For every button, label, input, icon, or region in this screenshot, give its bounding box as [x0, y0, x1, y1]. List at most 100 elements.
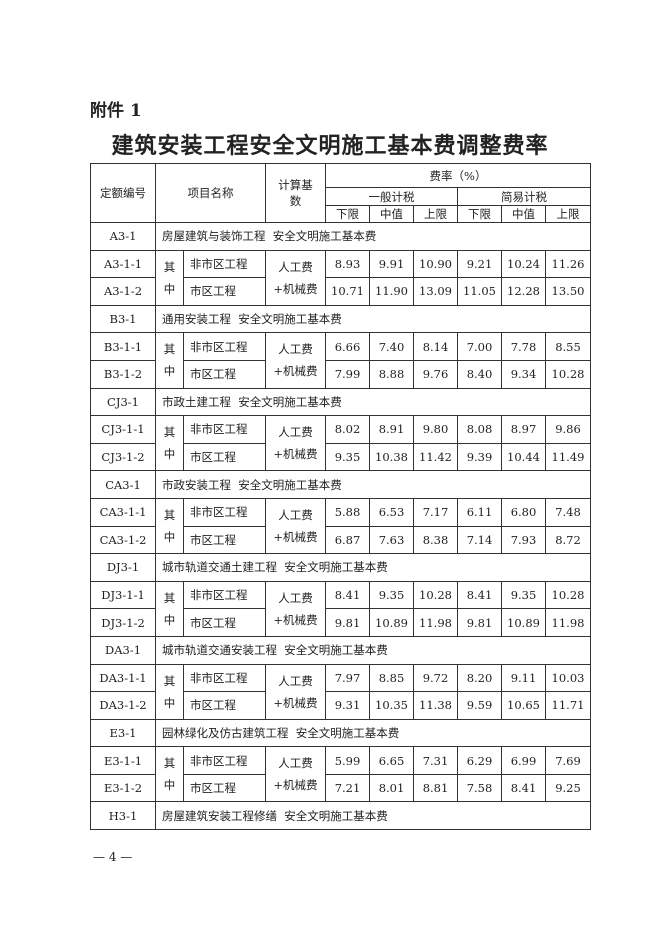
- rate-value: 6.11: [457, 497, 502, 527]
- table-row: DA3-1-2 市区工程 9.31 10.35 11.38 9.59 10.65 11.71: [90, 691, 591, 720]
- row-code: DJ3-1-2: [90, 608, 156, 637]
- calc-base: 人工费+机械费: [265, 497, 326, 555]
- row-name: 市区工程: [183, 277, 266, 306]
- rate-value: 7.58: [457, 773, 502, 803]
- calc-base: 人工费+机械费: [265, 580, 326, 637]
- rate-value: 8.81: [413, 773, 458, 803]
- group-row: H3-1 房屋建筑安装工程修缮 安全文明施工基本费: [90, 801, 591, 831]
- rate-value: 9.31: [325, 691, 370, 720]
- rate-value: 9.80: [413, 415, 458, 444]
- rate-value: 5.99: [325, 746, 370, 775]
- rate-value: 10.38: [369, 442, 414, 472]
- rate-value: 8.41: [325, 580, 370, 610]
- page-number: — 4 —: [93, 850, 133, 864]
- rate-value: 8.97: [501, 415, 546, 444]
- group-code: DJ3-1: [90, 553, 156, 582]
- qizhong-label: 其中: [155, 580, 184, 637]
- rate-value: 11.49: [545, 442, 591, 472]
- row-name: 非市区工程: [183, 580, 266, 610]
- rate-value: 9.91: [369, 249, 414, 279]
- table-row: CA3-1-1 其中 非市区工程 人工费+机械费 5.88 6.53 7.17 6.11 6.8…: [90, 497, 591, 555]
- header-sub-4: 中值: [501, 205, 546, 223]
- rate-value: 6.80: [501, 497, 546, 527]
- row-code: B3-1-2: [90, 359, 156, 389]
- rate-value: 9.11: [501, 663, 546, 693]
- rate-value: 6.99: [501, 746, 546, 775]
- qizhong-label: 其中: [155, 663, 184, 720]
- rate-value: 8.85: [369, 663, 414, 693]
- table-row: B3-1-1 其中 非市区工程 人工费+机械费 6.66 7.40 8.14 7.00 7.78…: [90, 332, 591, 389]
- table-row: DA3-1-1 其中 非市区工程 人工费+机械费 7.97 8.85 9.72 8.20 9.1…: [90, 663, 591, 720]
- row-code: B3-1-1: [90, 332, 156, 361]
- group-name: 房屋建筑与装饰工程 安全文明施工基本费: [155, 222, 591, 251]
- rate-value: 10.03: [545, 663, 591, 693]
- rate-value: 9.81: [457, 608, 502, 637]
- header-general: 一般计税: [325, 187, 458, 206]
- rate-value: 13.50: [545, 277, 591, 306]
- table-row: CJ3-1-1 其中 非市区工程 人工费+机械费 8.02 8.91 9.80 8.08 8.9…: [90, 415, 591, 472]
- calc-base: 人工费+机械费: [265, 332, 326, 389]
- group-code: CJ3-1: [90, 387, 156, 417]
- rate-value: 8.14: [413, 332, 458, 361]
- rate-value: 9.21: [457, 249, 502, 279]
- rate-value: 8.01: [369, 773, 414, 803]
- rate-value: 12.28: [501, 277, 546, 306]
- header-sub-3: 下限: [457, 205, 502, 223]
- rate-value: 7.69: [545, 746, 591, 775]
- header-sub-1: 中值: [369, 205, 414, 223]
- row-name: 市区工程: [183, 691, 266, 720]
- rate-value: 11.42: [413, 442, 458, 472]
- header-code: 定额编号: [90, 163, 156, 223]
- table-row: A3-1-1 其中 非市区工程 人工费+机械费 8.93 9.91 10.90 9.21 10.…: [90, 249, 591, 306]
- rate-value: 13.09: [413, 277, 458, 306]
- group-name: 通用安装工程 安全文明施工基本费: [155, 304, 591, 334]
- row-name: 非市区工程: [183, 249, 266, 279]
- header-sub-5: 上限: [545, 205, 591, 223]
- rate-value: 11.98: [413, 608, 458, 637]
- row-code: DJ3-1-1: [90, 580, 156, 610]
- rate-value: 8.02: [325, 415, 370, 444]
- row-code: A3-1-1: [90, 249, 156, 279]
- rate-table: 定额编号 项目名称 计算基数 费率（%） 一般计税 简易计税 下限 中值 上限 下限中…: [90, 163, 591, 831]
- rate-value: 11.98: [545, 608, 591, 637]
- rate-value: 10.44: [501, 442, 546, 472]
- header-base: 计算基数: [265, 163, 326, 223]
- row-name: 市区工程: [183, 359, 266, 389]
- rate-value: 10.35: [369, 691, 414, 720]
- rate-value: 10.89: [369, 608, 414, 637]
- rate-value: 7.40: [369, 332, 414, 361]
- group-name: 城市轨道交通安装工程 安全文明施工基本费: [155, 635, 591, 665]
- rate-value: 8.55: [545, 332, 591, 361]
- group-code: CA3-1: [90, 470, 156, 499]
- group-row: DJ3-1 城市轨道交通土建工程 安全文明施工基本费: [90, 553, 591, 582]
- rate-value: 8.41: [457, 580, 502, 610]
- table-row: A3-1-2 市区工程 10.71 11.90 13.09 11.05 12.28 13.50: [90, 277, 591, 306]
- rate-value: 7.17: [413, 497, 458, 527]
- rate-value: 8.38: [413, 525, 458, 555]
- qizhong-label: 其中: [155, 497, 184, 555]
- group-row: CJ3-1 市政土建工程 安全文明施工基本费: [90, 387, 591, 417]
- rate-value: 6.66: [325, 332, 370, 361]
- rate-value: 11.38: [413, 691, 458, 720]
- group-name: 市政安装工程 安全文明施工基本费: [155, 470, 591, 499]
- rate-value: 7.00: [457, 332, 502, 361]
- rate-value: 9.35: [501, 580, 546, 610]
- rate-value: 10.90: [413, 249, 458, 279]
- header-sub-2: 上限: [413, 205, 458, 223]
- rate-value: 8.72: [545, 525, 591, 555]
- header-simple: 简易计税: [457, 187, 591, 206]
- rate-value: 11.26: [545, 249, 591, 279]
- rate-value: 8.88: [369, 359, 414, 389]
- qizhong-label: 其中: [155, 415, 184, 472]
- row-code: DA3-1-2: [90, 691, 156, 720]
- header-rate: 费率（%）: [325, 163, 591, 188]
- rate-value: 8.20: [457, 663, 502, 693]
- group-name: 房屋建筑安装工程修缮 安全文明施工基本费: [155, 801, 591, 831]
- group-name: 城市轨道交通土建工程 安全文明施工基本费: [155, 553, 591, 582]
- rate-value: 6.87: [325, 525, 370, 555]
- row-name: 市区工程: [183, 525, 266, 555]
- group-code: B3-1: [90, 304, 156, 334]
- header-item: 项目名称: [155, 163, 266, 223]
- rate-value: 11.05: [457, 277, 502, 306]
- qizhong-label: 其中: [155, 746, 184, 803]
